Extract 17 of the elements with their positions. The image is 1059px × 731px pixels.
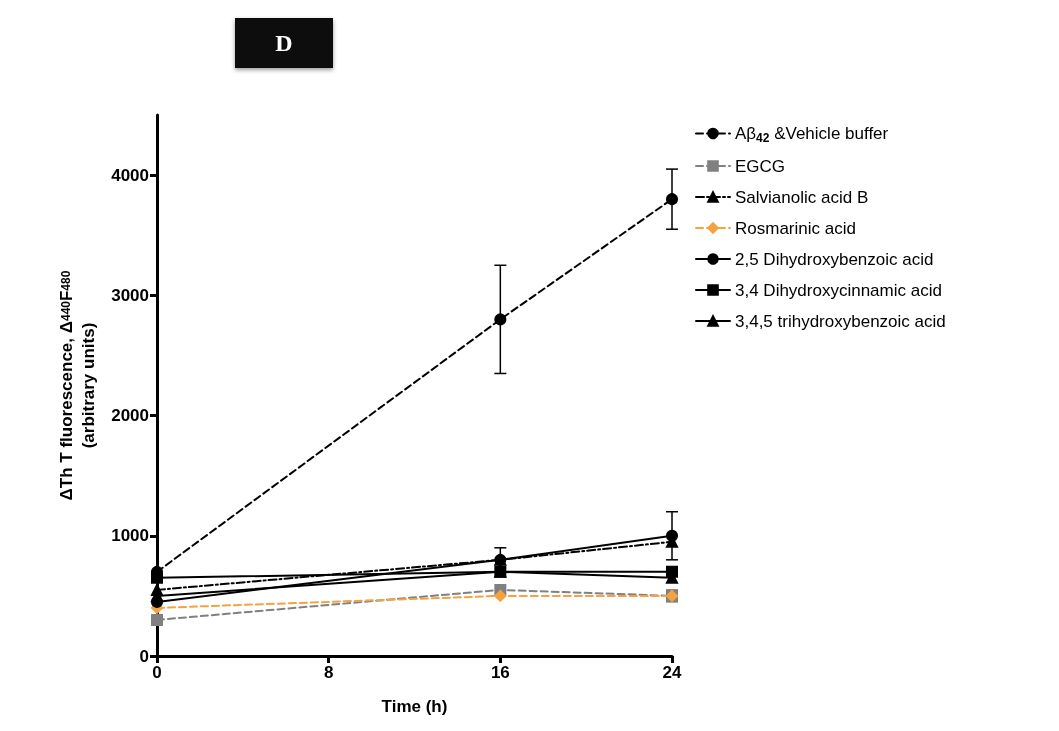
- text: D: [275, 30, 293, 56]
- x-axis-title: Time (h): [381, 697, 448, 716]
- x-tick-label: 16: [490, 663, 510, 682]
- y-tick-label: 1000: [111, 526, 149, 546]
- legend-label: 3,4,5 trihydroxybenzoic acid: [735, 311, 946, 331]
- y-tick-label: 0: [139, 646, 149, 666]
- y-tick-label: 4000: [111, 165, 149, 185]
- legend-label: 3,4 Dihydroxycinnamic acid: [735, 280, 942, 300]
- legend-label: Rosmarinic acid: [735, 218, 856, 238]
- x-tick-label: 24: [662, 663, 682, 682]
- legend-label: Salvianolic acid B: [735, 187, 869, 207]
- y-tick-label: 3000: [111, 285, 149, 305]
- x-tick-label: 8: [323, 663, 334, 682]
- legend-label: EGCG: [735, 156, 786, 176]
- legend-label: 2,5 Dihydroxybenzoic acid: [735, 249, 934, 269]
- x-tick-label: 0: [152, 663, 162, 682]
- y-tick-label: 2000: [111, 406, 149, 426]
